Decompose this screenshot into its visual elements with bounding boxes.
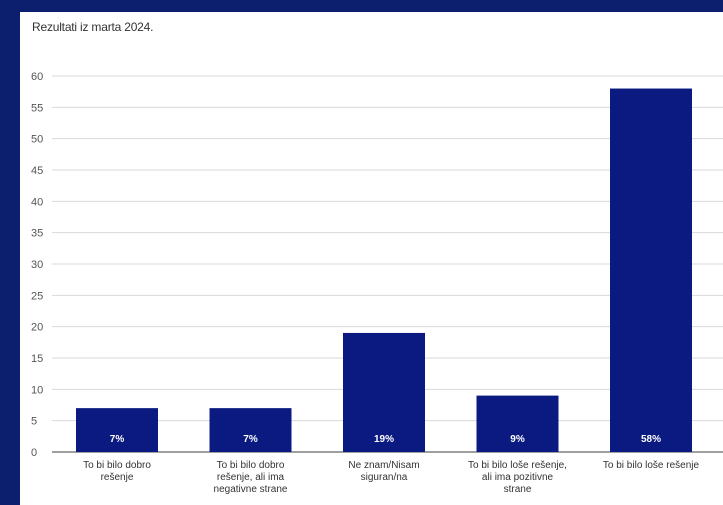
bar bbox=[76, 408, 158, 452]
y-tick-label: 20 bbox=[31, 322, 43, 334]
bar-chart: 0 5 10 15 20 25 30 35 40 45 50 55 60 7% To bi bilo dob… bbox=[31, 71, 723, 495]
chart-subtitle: Rezultati iz marta 2024. bbox=[32, 20, 154, 34]
y-tick-label: 30 bbox=[31, 259, 43, 271]
y-tick-label: 55 bbox=[31, 102, 43, 114]
data-label: 7% bbox=[110, 434, 125, 445]
y-tick-label: 5 bbox=[31, 416, 37, 428]
data-label: 9% bbox=[510, 434, 525, 445]
bar bbox=[476, 395, 559, 452]
category-label: To bi bilo dobro rešenje bbox=[83, 460, 151, 483]
bar bbox=[209, 408, 292, 452]
bar bbox=[610, 88, 692, 453]
y-tick-label: 10 bbox=[31, 384, 43, 396]
data-label: 19% bbox=[374, 434, 394, 445]
chart-panel: Rezultati iz marta 2024. 0 5 10 15 20 25 30 35 4… bbox=[20, 12, 723, 505]
y-tick-label: 0 bbox=[31, 447, 37, 459]
y-tick-label: 25 bbox=[31, 290, 43, 302]
bar bbox=[343, 332, 425, 452]
y-tick-label: 35 bbox=[31, 228, 43, 240]
data-label: 58% bbox=[641, 434, 661, 445]
category-label: Ne znam/Nisam siguran/na bbox=[348, 460, 419, 483]
y-tick-label: 50 bbox=[31, 134, 43, 146]
y-tick-label: 45 bbox=[31, 165, 43, 177]
category-label: To bi bilo dobro rešenje, ali ima negativn… bbox=[214, 460, 288, 495]
category-label: To bi bilo loše rešenje, ali ima pozitivn… bbox=[468, 460, 567, 495]
y-tick-label: 40 bbox=[31, 196, 43, 208]
y-tick-label: 15 bbox=[31, 353, 43, 365]
y-tick-label: 60 bbox=[31, 71, 43, 83]
category-label: To bi bilo loše rešenje bbox=[603, 460, 700, 471]
data-label: 7% bbox=[243, 434, 258, 445]
